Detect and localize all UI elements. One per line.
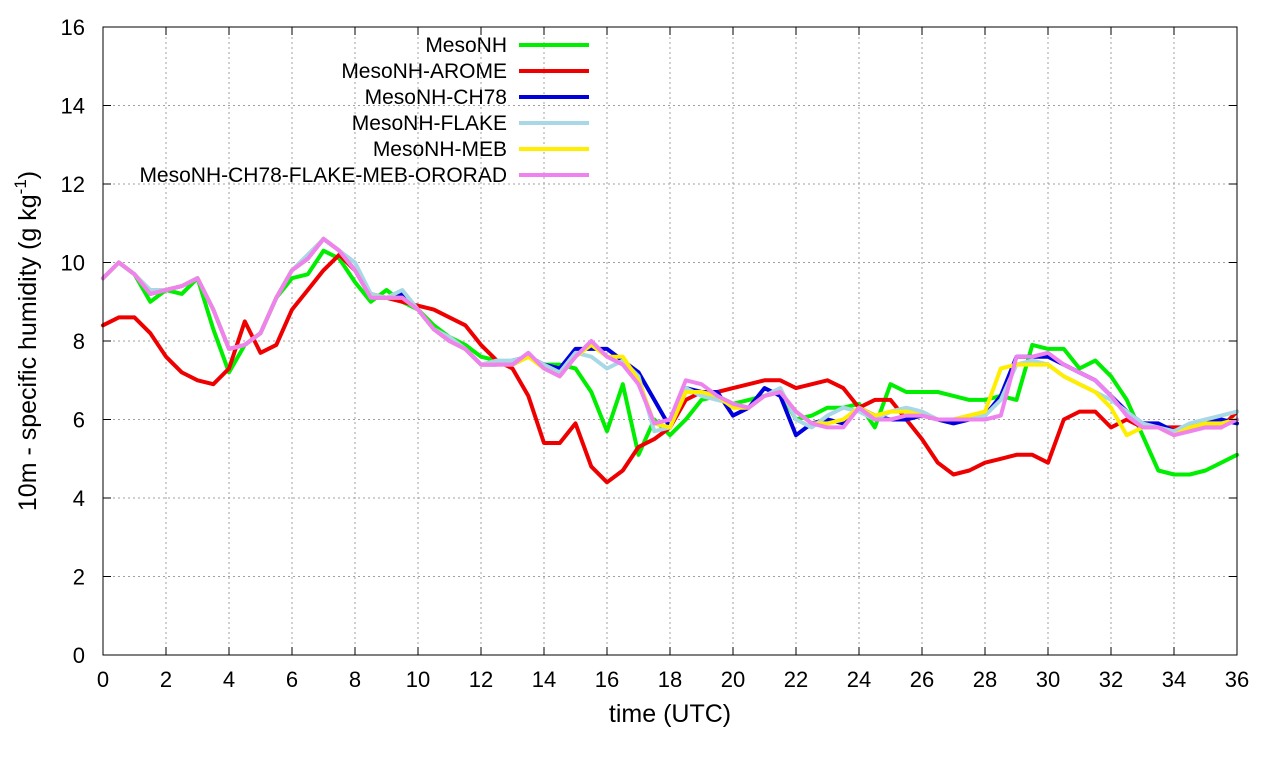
x-tick-label: 22 [784,667,808,692]
x-tick-label: 30 [1036,667,1060,692]
y-axis-label-close: ) [14,171,42,179]
x-tick-label: 6 [286,667,298,692]
axis-ticks [102,26,1238,656]
x-tick-label: 2 [160,667,172,692]
legend-label: MesoNH-CH78-FLAKE-MEB-ORORAD [139,164,507,187]
y-tick-label: 14 [61,94,85,119]
x-tick-label: 36 [1225,667,1249,692]
x-tick-label: 24 [847,667,871,692]
y-tick-label: 6 [73,408,85,433]
series-lines [101,236,1239,485]
legend-label: MesoNH-MEB [373,138,507,161]
y-axis-label-sup: -1 [11,179,30,194]
x-tick-label: 16 [595,667,619,692]
x-tick-label: 0 [97,667,109,692]
y-tick-label: 0 [73,643,85,668]
legend-label: MesoNH-CH78 [365,86,507,109]
x-tick-label: 18 [658,667,682,692]
y-tick-label: 16 [61,15,85,40]
x-tick-label: 20 [721,667,745,692]
x-tick-label: 8 [349,667,361,692]
series-line-1 [101,248,1239,477]
legend: MesoNH MesoNH-AROME MesoNH-CH78 MesoNH-FLAK… [139,34,589,187]
x-tick-label: 34 [1162,667,1186,692]
series-line-6 [101,236,1239,438]
y-axis-label: 10m - specific humidity (g kg-1) [11,171,42,511]
legend-label: MesoNH [425,34,507,57]
y-tick-label: 4 [73,486,85,511]
x-tick-label: 10 [406,667,430,692]
x-tick-label: 14 [532,667,556,692]
y-tick-label: 2 [73,565,85,590]
y-tick-label: 8 [73,329,85,354]
x-tick-label: 4 [223,667,235,692]
grid-lines [103,27,1237,655]
tick-labels: 0 2 4 6 8 10 12 14 16 18 20 22 24 26 28 30 32 34 360246810… [61,15,1250,692]
y-axis-label-main: 10m - specific humidity (g kg [14,194,42,511]
y-tick-label: 10 [61,251,85,276]
x-tick-label: 26 [910,667,934,692]
x-tick-label: 28 [973,667,997,692]
legend-label: MesoNH-FLAKE [352,112,507,135]
y-tick-label: 12 [61,172,85,197]
x-tick-label: 12 [469,667,493,692]
x-axis-label: time (UTC) [609,700,731,728]
legend-label: MesoNH-AROME [341,60,507,83]
x-tick-label: 32 [1099,667,1123,692]
